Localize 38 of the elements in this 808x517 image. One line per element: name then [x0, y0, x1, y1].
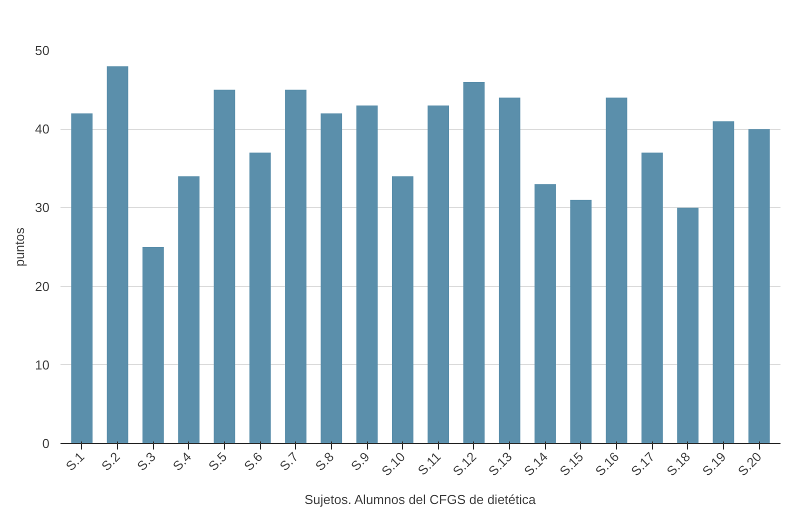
bar — [748, 129, 770, 444]
y-tick-label: 10 — [35, 357, 50, 372]
x-tick-label: S.9 — [348, 449, 372, 474]
bar — [641, 152, 663, 444]
y-axis-title: puntos — [12, 226, 28, 267]
x-tick-label: S.5 — [205, 449, 230, 474]
bar — [712, 121, 734, 444]
x-tick-label: S.3 — [134, 449, 158, 474]
bar — [249, 152, 271, 444]
y-tick-label: 0 — [42, 436, 50, 451]
y-tick-label: 40 — [35, 122, 50, 137]
x-tick-label: S.11 — [414, 449, 444, 478]
bar — [570, 200, 592, 444]
bar — [178, 176, 200, 444]
bar — [71, 113, 93, 444]
bar — [320, 113, 342, 444]
bar — [534, 184, 556, 444]
x-tick-label: S.4 — [170, 449, 194, 474]
y-tick-label: 20 — [35, 278, 50, 294]
x-tick-label: S.2 — [98, 449, 123, 474]
bar — [356, 106, 378, 444]
bar — [428, 106, 450, 444]
x-tick-label: S.7 — [276, 449, 302, 474]
bar — [677, 208, 699, 444]
x-tick-label: S.6 — [241, 449, 266, 474]
bar — [214, 90, 236, 444]
bar — [463, 82, 485, 444]
y-tick-label: 30 — [35, 200, 50, 216]
y-tick-label: 50 — [35, 43, 50, 58]
bar — [498, 98, 520, 444]
bar — [106, 66, 128, 444]
x-axis-title: Sujetos. Alumnos del CFGS de dietética — [304, 492, 537, 508]
bar — [606, 98, 628, 444]
x-tick-label: S.1 — [62, 449, 88, 474]
bar — [285, 90, 306, 444]
bar — [392, 176, 414, 444]
bar — [142, 247, 164, 444]
x-tick-label: S.8 — [312, 449, 337, 474]
